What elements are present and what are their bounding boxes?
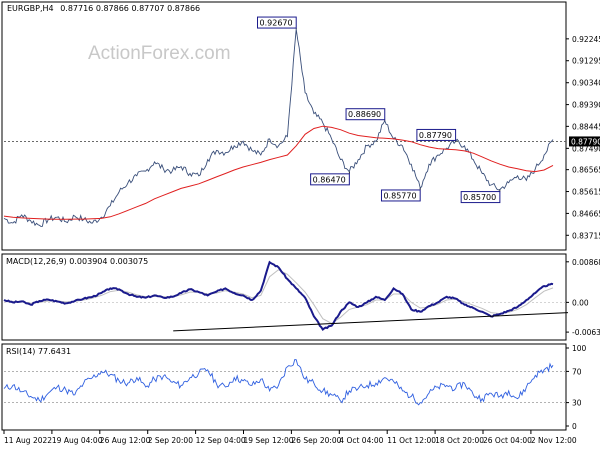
price-tick-label: 0.87490 bbox=[572, 144, 600, 153]
macd-panel-label: MACD(12,26,9) 0.003904 0.003075 bbox=[6, 257, 148, 266]
annotation-box bbox=[345, 108, 386, 121]
annotation-box bbox=[310, 173, 350, 186]
annotation-box bbox=[257, 16, 297, 29]
moving-average-line bbox=[3, 125, 554, 220]
price-tick-label: 0.83715 bbox=[572, 231, 600, 240]
current-price-label: 0.87790 bbox=[571, 137, 600, 146]
macd-tick-label: -0.006366 bbox=[572, 328, 600, 337]
price-axis: 0.92245 0.91295 0.90340 0.89390 0.88445 0.874… bbox=[566, 35, 600, 240]
macd-main-line bbox=[3, 260, 554, 331]
x-tick-label: 11 Aug 2022 bbox=[4, 436, 52, 445]
current-price-box bbox=[569, 136, 600, 147]
rsi-tick-label: 30 bbox=[572, 399, 582, 408]
annotation-label: 0.92670 bbox=[260, 19, 293, 28]
watermark: ActionForex.com bbox=[88, 43, 231, 64]
annotation-label: 0.86470 bbox=[313, 175, 346, 184]
rsi-tick-label: 70 bbox=[572, 367, 582, 376]
x-tick-label: 12 Sep 04:00 bbox=[196, 436, 246, 445]
rsi-tick-label: 0 bbox=[572, 422, 577, 431]
annotation-label: 0.88690 bbox=[348, 110, 381, 119]
annotation-box bbox=[460, 191, 501, 204]
rsi-line bbox=[3, 359, 554, 406]
x-tick-label: 19 Aug 04:00 bbox=[52, 436, 103, 445]
rsi-axis: 100 70 30 0 bbox=[566, 344, 587, 431]
annotation-label: 0.85770 bbox=[383, 191, 416, 200]
rsi-tick-label: 100 bbox=[572, 344, 587, 353]
price-tick-label: 0.84665 bbox=[572, 209, 600, 218]
x-tick-label: 2 Nov 12:00 bbox=[531, 436, 577, 445]
x-tick-label: 26 Aug 12:00 bbox=[100, 436, 151, 445]
x-tick-label: 2 Sep 20:00 bbox=[148, 436, 194, 445]
price-tick-label: 0.92245 bbox=[572, 35, 600, 44]
annotation-box bbox=[380, 189, 421, 202]
price-tick-label: 0.90340 bbox=[572, 79, 600, 88]
x-tick-label: 18 Oct 20:00 bbox=[435, 436, 484, 445]
price-tick-label: 0.91295 bbox=[572, 57, 600, 66]
price-annotations: 0.92670 0.88690 0.86470 0.87790 0.85770 0.857… bbox=[257, 16, 501, 204]
symbol-label: EURGBP,H4 bbox=[7, 4, 54, 13]
macd-signal-line bbox=[3, 269, 554, 324]
macd-panel-frame bbox=[1, 253, 567, 341]
x-tick-label: 11 Oct 12:00 bbox=[387, 436, 436, 445]
rsi-panel-frame bbox=[1, 343, 567, 431]
x-tick-label: 26 Oct 04:00 bbox=[483, 436, 532, 445]
macd-trendline bbox=[173, 312, 569, 332]
macd-axis: 0.008686 0.00 -0.006366 bbox=[566, 258, 600, 337]
price-line bbox=[3, 29, 554, 227]
ohlc-values: 0.87716 0.87866 0.87707 0.87866 bbox=[60, 4, 200, 13]
price-series-group bbox=[3, 29, 554, 227]
price-tick-label: 0.85615 bbox=[572, 188, 600, 197]
annotation-label: 0.85700 bbox=[463, 193, 496, 202]
macd-tick-label: 0.00 bbox=[572, 298, 589, 307]
price-tick-label: 0.89390 bbox=[572, 101, 600, 110]
price-tick-label: 0.86565 bbox=[572, 166, 600, 175]
x-tick-label: 19 Sep 12:00 bbox=[244, 436, 294, 445]
annotation-box bbox=[416, 128, 457, 141]
macd-tick-label: 0.008686 bbox=[572, 258, 600, 267]
price-tick-label: 0.88445 bbox=[572, 122, 600, 131]
x-tick-label: 4 Oct 04:00 bbox=[339, 436, 383, 445]
price-panel-frame bbox=[1, 1, 567, 251]
rsi-series-group bbox=[3, 359, 569, 406]
annotation-label: 0.87790 bbox=[419, 131, 452, 140]
rsi-panel-label: RSI(14) 77.6431 bbox=[6, 347, 71, 356]
x-tick-label: 26 Sep 20:00 bbox=[291, 436, 341, 445]
macd-series-group bbox=[3, 260, 569, 332]
chart-title: EURGBP,H4 0.87716 0.87866 0.87707 0.8786… bbox=[7, 4, 200, 13]
